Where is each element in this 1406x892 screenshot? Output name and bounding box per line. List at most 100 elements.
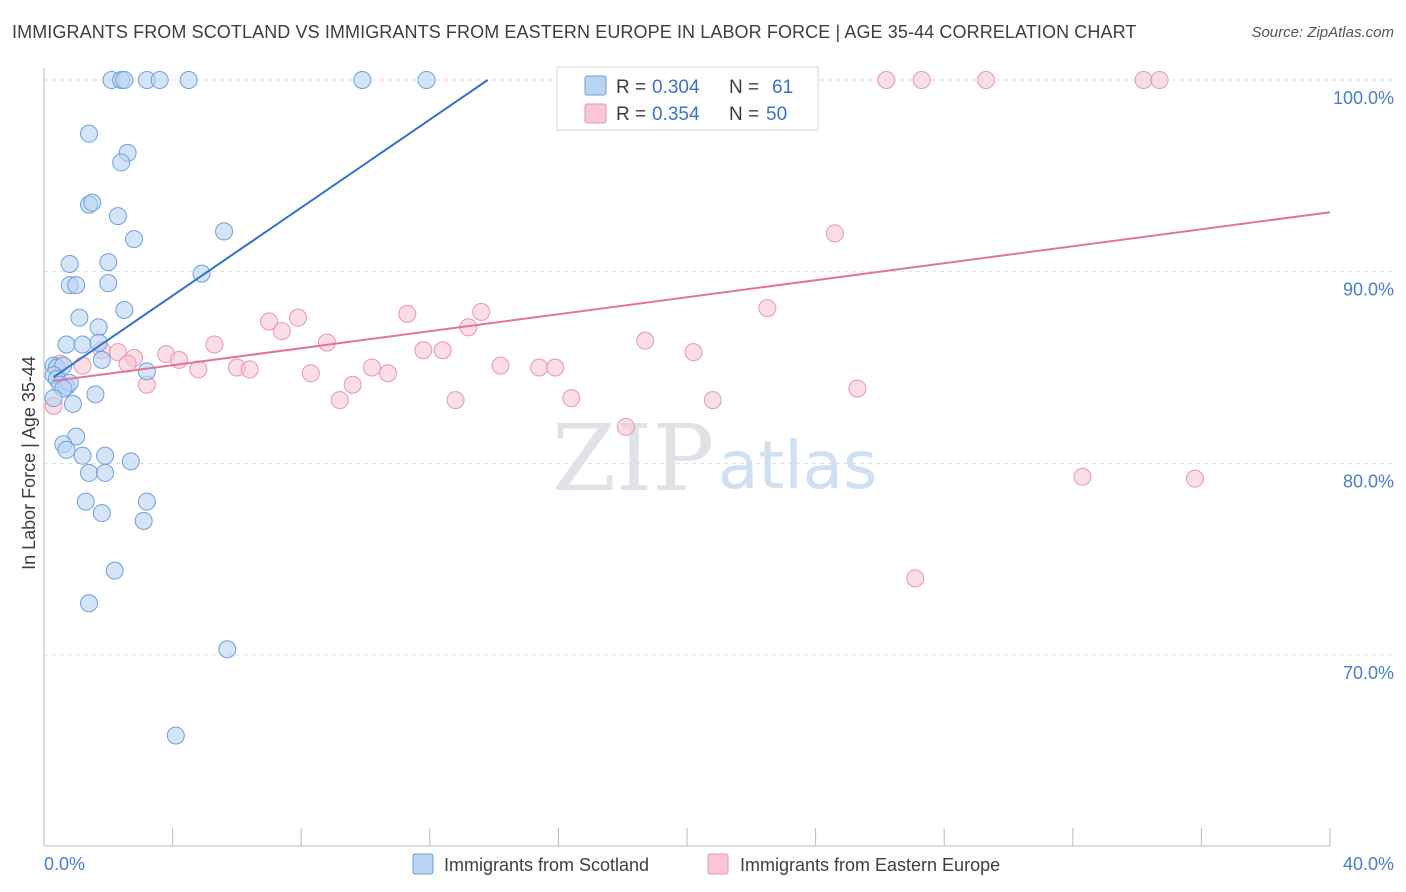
- eastern-europe-point: [301, 364, 320, 383]
- scotland-point: [115, 301, 134, 319]
- scotland-point: [86, 385, 105, 404]
- legend-label-eastern: Immigrants from Eastern Europe: [740, 855, 1000, 875]
- stats-r-value-scotland: 0.304: [652, 77, 700, 98]
- legend-label-scotland: Immigrants from Scotland: [444, 855, 649, 875]
- scotland-point: [137, 492, 156, 511]
- scotland-point: [67, 276, 86, 295]
- eastern-europe-point: [260, 312, 279, 331]
- eastern-europe-point: [288, 308, 307, 327]
- eastern-europe-point: [446, 391, 465, 410]
- eastern-europe-point: [317, 333, 336, 352]
- eastern-europe-point: [343, 375, 362, 394]
- y-tick-label-3: 70.0%: [1343, 663, 1394, 683]
- scotland-point: [179, 71, 198, 89]
- watermark-atlas: atlas: [718, 427, 878, 504]
- scotland-point: [99, 274, 118, 293]
- eastern-europe-point: [906, 569, 925, 588]
- scotland-point: [108, 207, 127, 226]
- scotland-point: [80, 463, 99, 482]
- scotland-point: [89, 333, 108, 352]
- stats-swatch-scotland: [584, 75, 607, 96]
- eastern-europe-point: [546, 358, 565, 377]
- scotland-point: [215, 222, 234, 241]
- scotland-point: [73, 335, 92, 354]
- eastern-europe-point: [240, 360, 259, 379]
- scotland-point: [57, 335, 76, 354]
- scotland-point: [96, 463, 115, 482]
- scotland-point: [80, 594, 99, 613]
- eastern-europe-point: [877, 71, 896, 89]
- eastern-europe-point: [684, 343, 703, 362]
- eastern-europe-point: [703, 391, 722, 410]
- eastern-europe-point: [330, 391, 349, 410]
- eastern-europe-point: [379, 364, 398, 383]
- scotland-point: [80, 124, 99, 143]
- scotland-point: [115, 71, 134, 89]
- scotland-point: [105, 561, 124, 580]
- scotland-point: [92, 350, 111, 369]
- scotland-point: [134, 511, 153, 530]
- scotland-point: [44, 389, 63, 408]
- x-tick-label-1: 40.0%: [1343, 854, 1394, 874]
- scotland-point: [92, 504, 111, 523]
- watermark: ZIP atlas: [552, 405, 878, 512]
- legend-swatch-scotland: [412, 853, 434, 875]
- scotland-point: [63, 394, 82, 413]
- eastern-europe-point: [636, 331, 655, 350]
- scotland-point: [89, 318, 108, 337]
- watermark-zip: ZIP: [552, 405, 714, 512]
- stats-box: R = 0.304 N = 61 R = 0.354 N = 50: [556, 66, 819, 131]
- eastern-europe-point: [848, 379, 867, 398]
- scotland-point: [137, 362, 156, 381]
- eastern-europe-point: [108, 343, 127, 362]
- eastern-europe-point: [272, 322, 291, 341]
- chart-title: IMMIGRANTS FROM SCOTLAND VS IMMIGRANTS F…: [12, 22, 1137, 42]
- eastern-europe-point: [362, 358, 381, 377]
- eastern-europe-point: [73, 356, 92, 375]
- y-tick-label-2: 80.0%: [1343, 471, 1394, 491]
- y-tick-label-0: 100.0%: [1333, 88, 1394, 108]
- tick-labels: 100.0% 90.0% 80.0% 70.0% 0.0% 40.0%: [44, 88, 1394, 874]
- scotland-point: [96, 446, 115, 465]
- scotland-point: [121, 452, 140, 471]
- eastern-europe-point: [1185, 469, 1204, 488]
- stats-swatch-eastern: [584, 103, 607, 124]
- series-scotland: [44, 71, 436, 745]
- stats-n-label-eastern: N =: [729, 104, 759, 125]
- scotland-point: [353, 71, 372, 89]
- eastern-europe-point: [1073, 467, 1092, 486]
- eastern-europe-point: [433, 341, 452, 360]
- stats-n-value-eastern: 50: [766, 104, 787, 125]
- series-eastern-europe: [44, 71, 1204, 588]
- eastern-europe-point: [758, 299, 777, 318]
- eastern-europe-point: [530, 358, 549, 377]
- axes: [43, 68, 1331, 847]
- scotland-point: [150, 71, 169, 89]
- scotland-point: [125, 230, 144, 249]
- y-axis-label: In Labor Force | Age 35-44: [19, 356, 39, 570]
- eastern-europe-point: [562, 389, 581, 408]
- eastern-europe-point: [472, 302, 491, 321]
- scotland-point: [166, 726, 185, 745]
- scotland-point: [112, 153, 131, 172]
- source-credit: Source: ZipAtlas.com: [1251, 24, 1394, 41]
- trend-lines: [53, 79, 1331, 382]
- scotland-point: [70, 308, 89, 327]
- eastern-europe-point: [825, 224, 844, 243]
- scotland-point: [99, 253, 118, 272]
- legend: Immigrants from Scotland Immigrants from…: [412, 853, 1000, 875]
- scotland-point: [60, 255, 79, 273]
- scotland-point: [417, 71, 436, 89]
- stats-n-value-scotland: 61: [772, 77, 793, 98]
- scotland-point: [83, 193, 102, 212]
- eastern-europe-point: [1134, 71, 1153, 89]
- stats-n-label-scotland: N =: [729, 77, 759, 98]
- eastern-europe-point: [976, 71, 995, 89]
- eastern-europe-point: [414, 341, 433, 360]
- stats-r-label-eastern: R =: [616, 104, 646, 125]
- eastern-europe-point: [616, 417, 635, 436]
- eastern-europe-point: [912, 71, 931, 89]
- eastern-europe-point: [1150, 71, 1169, 89]
- stats-r-value-eastern: 0.354: [652, 104, 700, 125]
